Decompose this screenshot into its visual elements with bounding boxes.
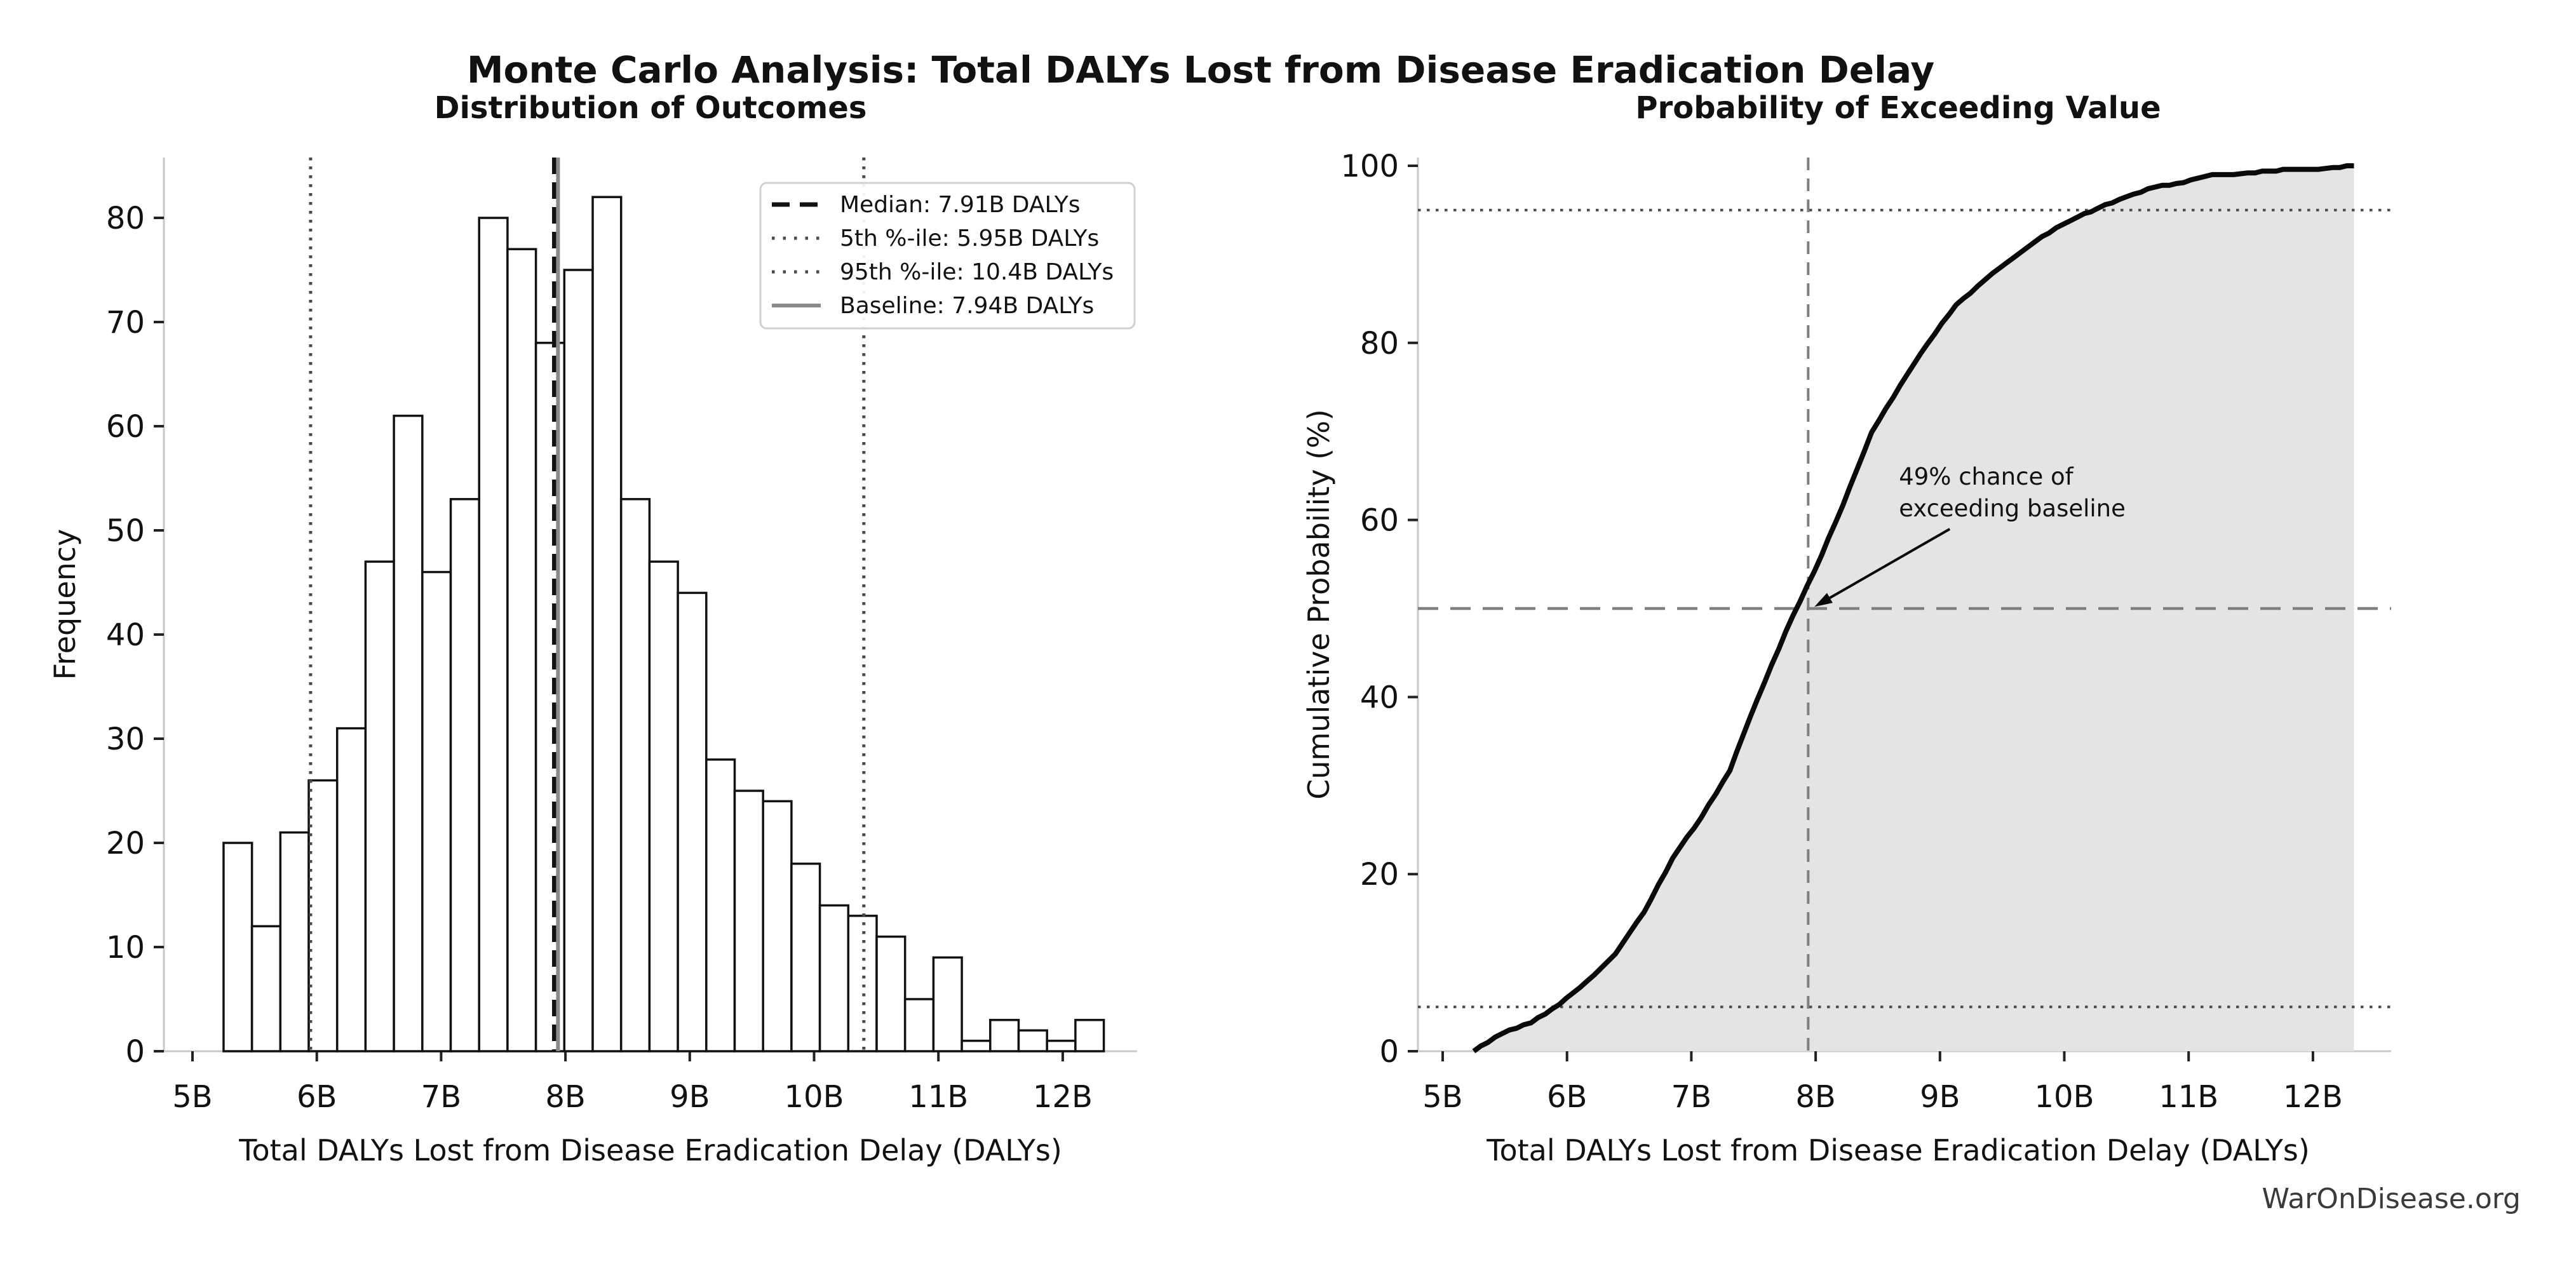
x-tick-label: 8B — [545, 1079, 585, 1115]
legend-label: 5th %-ile: 5.95B DALYs — [840, 225, 1099, 252]
histogram-bar — [847, 915, 878, 1052]
y-tick-label: 60 — [1360, 503, 1399, 539]
y-tick-label: 20 — [106, 826, 145, 861]
x-tick-label: 11B — [2159, 1079, 2218, 1115]
histogram-bar — [279, 831, 310, 1052]
histogram-bar — [790, 863, 821, 1052]
annotation-text-line1: 49% chance of — [1899, 463, 2074, 490]
histogram-bar — [648, 560, 679, 1052]
legend-label: Baseline: 7.94B DALYs — [840, 293, 1094, 319]
histogram-bar — [421, 570, 452, 1052]
right-chart: 5B 6B 7B 8B 9B 10B 11B 12B 0 20 40 60 80 100 Total DAL… — [1302, 90, 2391, 1167]
histogram-bar — [335, 727, 367, 1052]
y-tick-label: 80 — [106, 201, 145, 236]
x-tick-label: 7B — [1671, 1079, 1711, 1115]
histogram-bar — [534, 342, 566, 1052]
chart-title: Distribution of Outcomes — [435, 90, 867, 126]
y-tick-label: 40 — [1360, 680, 1399, 715]
annotation-arrowhead — [1814, 593, 1833, 607]
y-tick-label: 30 — [106, 722, 145, 757]
histogram-bar — [449, 498, 480, 1052]
histogram-bar — [478, 217, 509, 1052]
annotation: 49% chance of exceeding baseline — [1814, 463, 2126, 607]
y-tick-label: 0 — [1379, 1034, 1399, 1070]
histogram-bar — [222, 842, 253, 1052]
legend: Median: 7.91B DALYs 5th %-ile: 5.95B DALY… — [759, 182, 1136, 330]
histogram-bar — [563, 269, 594, 1052]
legend-box — [759, 182, 1136, 330]
histogram-bar — [307, 779, 339, 1052]
chart-title: Probability of Exceeding Value — [1635, 90, 2161, 126]
cdf-curve — [1472, 163, 2354, 1054]
histogram-bar — [393, 414, 424, 1052]
histogram-bar — [705, 758, 736, 1052]
x-axis-label: Total DALYs Lost from Disease Eradicatio… — [1486, 1133, 2310, 1167]
histogram-bars — [222, 196, 1105, 1052]
x-tick-label: 5B — [172, 1079, 212, 1115]
x-tick-label: 6B — [1547, 1079, 1587, 1115]
y-tick-label: 0 — [125, 1034, 145, 1070]
histogram-bar — [932, 956, 963, 1052]
y-tick-label: 80 — [1360, 326, 1399, 361]
histogram-bar — [1046, 1039, 1077, 1052]
x-tick-label: 7B — [421, 1079, 461, 1115]
histogram-bar — [903, 998, 935, 1052]
annotation-arrow — [1829, 528, 1951, 600]
histogram-bar — [989, 1019, 1020, 1052]
legend-label: Median: 7.91B DALYs — [840, 192, 1081, 218]
x-tick-label: 12B — [2283, 1079, 2343, 1115]
x-tick-label: 11B — [908, 1079, 968, 1115]
x-tick-label: 9B — [670, 1079, 710, 1115]
x-tick-label: 6B — [297, 1079, 337, 1115]
histogram-bar — [506, 248, 537, 1052]
x-tick-label: 10B — [784, 1079, 844, 1115]
x-tick-label: 9B — [1920, 1079, 1960, 1115]
legend-label: 95th %-ile: 10.4B DALYs — [840, 259, 1114, 285]
x-tick-label: 10B — [2034, 1079, 2094, 1115]
annotation-text-line2: exceeding baseline — [1899, 495, 2126, 522]
y-tick-label: 50 — [106, 513, 145, 549]
histogram-bar — [733, 790, 764, 1052]
histogram-bar — [875, 935, 907, 1052]
watermark: WarOnDisease.org — [2262, 1183, 2521, 1215]
y-axis-label: Frequency — [48, 529, 82, 680]
histogram-bar — [250, 925, 282, 1052]
x-tick-label: 5B — [1422, 1079, 1462, 1115]
histogram-bar — [591, 196, 623, 1052]
x-tick-label: 12B — [1033, 1079, 1093, 1115]
y-tick-label: 10 — [106, 930, 145, 965]
histogram-bar — [1074, 1019, 1105, 1052]
y-tick-label: 20 — [1360, 857, 1399, 892]
histogram-bar — [762, 800, 793, 1052]
charts-group: 5B 6B 7B 8B 9B 10B 11B 12B 0 10 20 30 40 50 60 70 80 Tota… — [48, 48, 2521, 1215]
y-tick-label: 100 — [1340, 149, 1399, 184]
x-tick-label: 8B — [1795, 1079, 1835, 1115]
histogram-bar — [364, 560, 395, 1052]
y-tick-label: 70 — [106, 305, 145, 340]
histogram-bar — [619, 498, 651, 1052]
figure-title: Monte Carlo Analysis: Total DALYs Lost f… — [467, 48, 1934, 91]
left-chart: 5B 6B 7B 8B 9B 10B 11B 12B 0 10 20 30 40 50 60 70 80 Tota… — [48, 90, 1137, 1167]
histogram-bar — [677, 591, 708, 1052]
histogram-bar — [961, 1039, 992, 1052]
y-tick-label: 60 — [106, 409, 145, 445]
y-axis-label: Cumulative Probability (%) — [1302, 409, 1336, 800]
histogram-bar — [1017, 1029, 1048, 1052]
histogram-bar — [818, 904, 850, 1052]
x-axis-label: Total DALYs Lost from Disease Eradicatio… — [238, 1133, 1062, 1167]
y-tick-label: 40 — [106, 617, 145, 653]
